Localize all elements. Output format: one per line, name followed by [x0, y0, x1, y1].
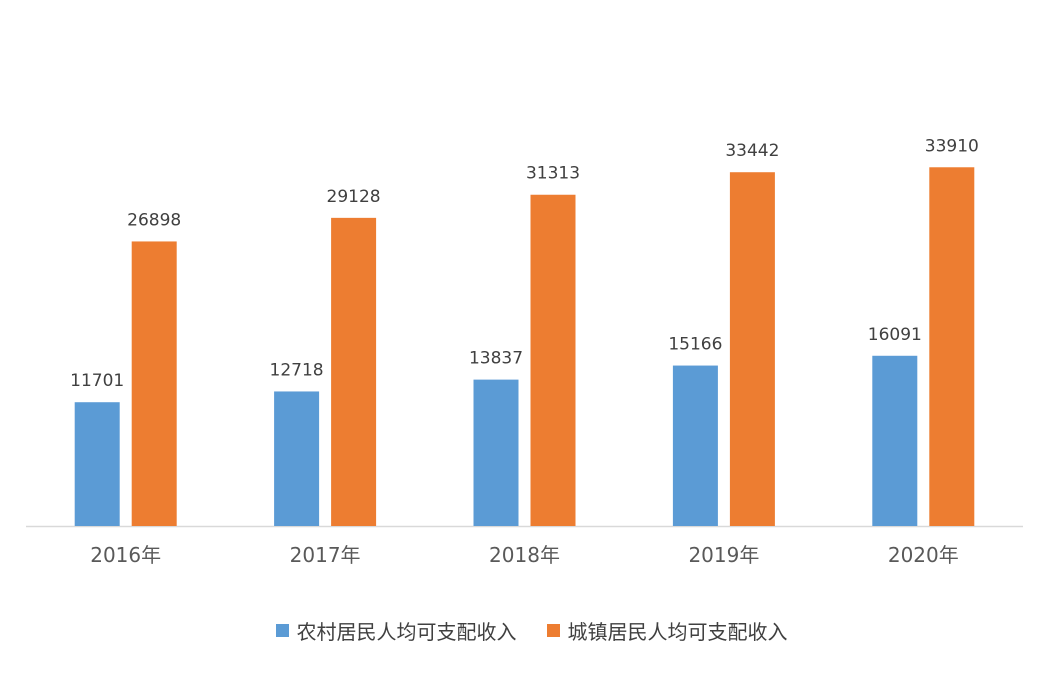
x-tick-label: 2020年: [888, 543, 959, 567]
data-label: 16091: [868, 325, 922, 345]
data-label: 29128: [327, 187, 381, 207]
legend: 农村居民人均可支配收入 城镇居民人均可支配收入: [0, 614, 1063, 646]
data-label: 31313: [526, 164, 580, 184]
bar-rural-1: [274, 391, 320, 526]
x-tick-label: 2019年: [688, 543, 759, 567]
data-label: 11701: [70, 371, 124, 391]
bar-urban-3: [729, 172, 775, 526]
bar-rural-0: [74, 402, 120, 526]
data-label: 26898: [127, 210, 181, 230]
x-tick-label: 2016年: [90, 543, 161, 567]
bar-urban-0: [131, 241, 177, 526]
legend-item-rural: 农村居民人均可支配收入: [275, 616, 517, 645]
legend-item-urban: 城镇居民人均可支配收入: [546, 616, 788, 645]
x-tick-label: 2018年: [489, 543, 560, 567]
legend-swatch-urban: [546, 623, 560, 637]
legend-label-urban: 城镇居民人均可支配收入: [567, 619, 788, 644]
data-label: 33910: [925, 136, 979, 156]
bar-urban-4: [929, 167, 975, 527]
data-label: 33442: [725, 141, 779, 161]
bar-rural-2: [473, 379, 519, 526]
legend-swatch-rural: [275, 623, 289, 637]
bar-rural-4: [872, 355, 918, 526]
bar-urban-1: [331, 217, 377, 526]
data-label: 15166: [668, 335, 722, 355]
data-label: 13837: [469, 349, 523, 369]
data-label: 12718: [270, 360, 324, 380]
legend-label-rural: 农村居民人均可支配收入: [296, 619, 517, 644]
x-tick-label: 2017年: [290, 543, 361, 567]
bar-rural-3: [672, 365, 718, 526]
bar-urban-2: [530, 194, 576, 526]
